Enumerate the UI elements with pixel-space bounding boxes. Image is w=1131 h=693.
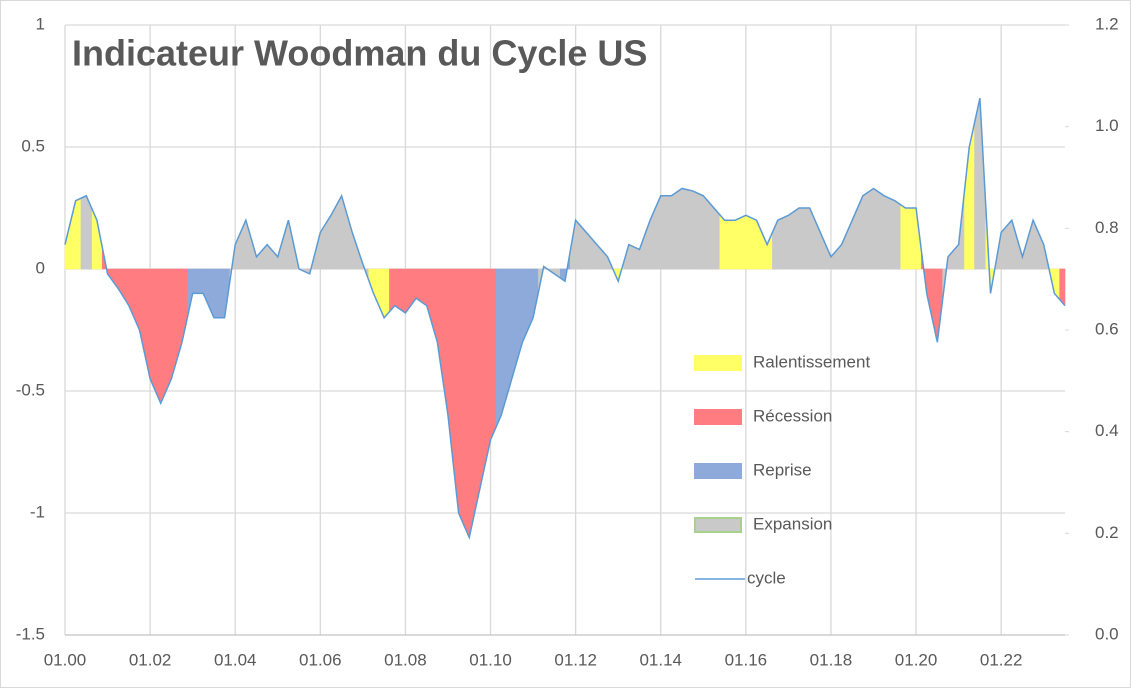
- y-tick-label: -1.5: [16, 624, 45, 643]
- area-segment: [155, 268, 167, 404]
- area-segment: [665, 191, 678, 270]
- x-tick-label: 01.18: [810, 650, 853, 669]
- legend-label: Expansion: [753, 514, 832, 533]
- x-tick-label: 01.04: [214, 650, 257, 669]
- x-tick-label: 01.06: [299, 650, 342, 669]
- area-segment: [782, 211, 795, 270]
- x-tick-label: 01.20: [895, 650, 938, 669]
- x-tick-label: 01.10: [469, 650, 512, 669]
- area-segment: [697, 192, 709, 270]
- y-tick-label: 0: [36, 258, 45, 277]
- x-tick-label: 01.14: [639, 650, 682, 669]
- y-tick-label: -1: [30, 502, 45, 521]
- area-segment: [718, 213, 731, 270]
- legend-swatch: [694, 517, 742, 533]
- y2-tick-label: 0.4: [1095, 421, 1119, 440]
- y2-tick-label: 0.0: [1095, 624, 1119, 643]
- area-segment: [878, 191, 890, 270]
- x-tick-label: 01.00: [44, 650, 87, 669]
- legend-swatch: [694, 463, 742, 479]
- legend-swatch: [694, 409, 742, 425]
- y-tick-label: 1: [36, 14, 45, 33]
- area-segment: [889, 197, 901, 270]
- area-segment: [676, 188, 688, 270]
- legend-swatch: [694, 355, 742, 371]
- legend: Ralentissement Récession Reprise Expansion c…: [694, 352, 870, 587]
- lines: [64, 98, 1066, 540]
- area-segment: [655, 195, 667, 270]
- y-tick-label: -0.5: [16, 380, 45, 399]
- area-segment: [899, 203, 912, 270]
- x-tick-label: 01.16: [725, 650, 768, 669]
- areas: [64, 98, 1066, 539]
- y2-tick-label: 0.8: [1095, 218, 1119, 237]
- y2-tick-label: 0.2: [1095, 523, 1119, 542]
- x-tick-label: 01.22: [980, 650, 1023, 669]
- x-tick-label: 01.08: [384, 650, 427, 669]
- y2-tick-label: 1.0: [1095, 116, 1119, 135]
- area-segment: [687, 189, 699, 270]
- x-tick-label: 01.12: [554, 650, 597, 669]
- cycle-line: [64, 98, 1066, 540]
- area-segment: [793, 207, 805, 270]
- area-segment: [740, 214, 752, 270]
- area-segment: [399, 268, 412, 314]
- legend-label: Récession: [753, 406, 832, 425]
- area-segment: [80, 195, 92, 270]
- area-segment: [729, 217, 741, 270]
- y-tick-label: 0.5: [21, 136, 45, 155]
- chart-title: Indicateur Woodman du Cycle US: [72, 33, 647, 74]
- legend-label: cycle: [747, 568, 786, 587]
- y2-tick-label: 1.2: [1095, 14, 1119, 33]
- legend-label: Reprise: [753, 460, 812, 479]
- x-tick-label: 01.02: [129, 650, 172, 669]
- legend-label: Ralentissement: [753, 352, 870, 371]
- y2-tick-label: 0.6: [1095, 319, 1119, 338]
- axes: -1.5 -1 -0.5 0 0.5 1 0.0 0.2 0.4 0.6 0.8 1.0 1.2 01.0…: [16, 14, 1119, 669]
- area-segment: [867, 188, 880, 270]
- area-segment: [463, 268, 475, 539]
